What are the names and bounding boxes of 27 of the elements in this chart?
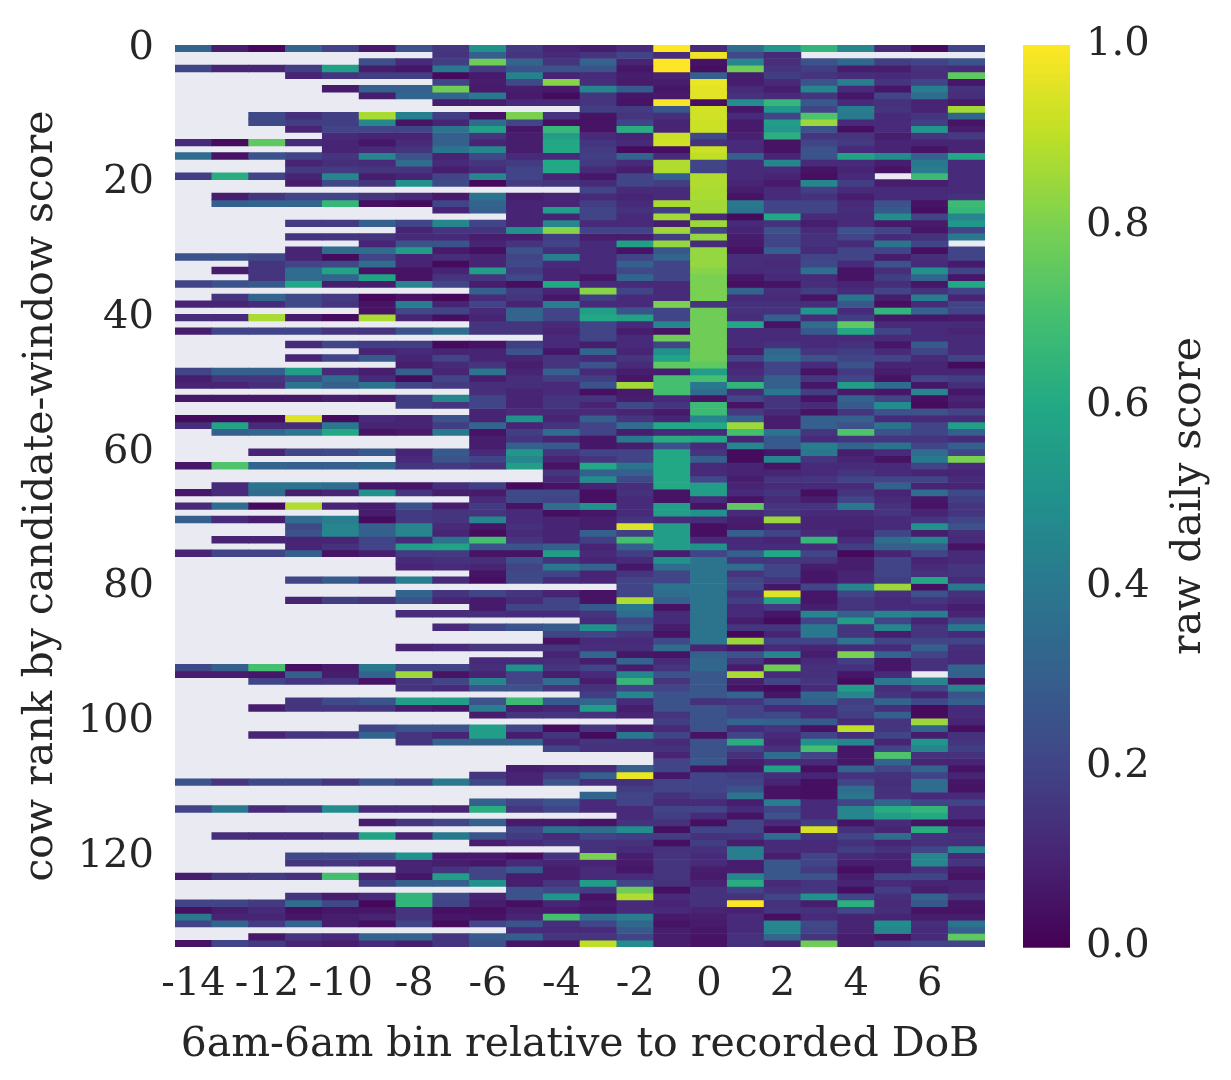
- x-tick-label: -4: [542, 958, 582, 1005]
- color-bar-label: 0.6: [1086, 379, 1150, 426]
- x-axis-title: 6am-6am bin relative to recorded DoB: [180, 1018, 980, 1067]
- x-tick-label: -12: [234, 958, 300, 1005]
- y-tick-label: 0: [128, 21, 154, 68]
- color-bar-label: 0.4: [1086, 559, 1150, 606]
- y-tick-label: 100: [77, 694, 154, 741]
- y-tick-label: 60: [103, 425, 154, 472]
- y-axis-title: cow rank by candidate-window score: [14, 110, 63, 882]
- color-bar-label: 0.8: [1086, 198, 1150, 245]
- y-tick-label: 40: [103, 291, 154, 338]
- x-tick-label: -10: [308, 958, 373, 1005]
- color-bar-title: raw daily score: [1161, 337, 1210, 655]
- y-tick-label: 120: [77, 829, 154, 876]
- color-bar-label: 0.0: [1086, 920, 1150, 967]
- x-tick-label: -6: [468, 958, 508, 1005]
- y-tick-label: 20: [103, 156, 154, 203]
- x-tick-label: 6: [917, 958, 943, 1005]
- y-tick-label: 80: [103, 560, 154, 607]
- color-bar-label: 0.2: [1086, 739, 1150, 786]
- x-tick-label: -14: [161, 958, 226, 1005]
- x-tick-label: 2: [769, 958, 796, 1005]
- x-tick-label: -2: [615, 958, 655, 1005]
- x-tick-label: 4: [843, 958, 869, 1005]
- color-bar-label: 1.0: [1086, 18, 1150, 65]
- x-tick-label: 0: [696, 958, 722, 1005]
- x-tick-label: -8: [394, 958, 434, 1005]
